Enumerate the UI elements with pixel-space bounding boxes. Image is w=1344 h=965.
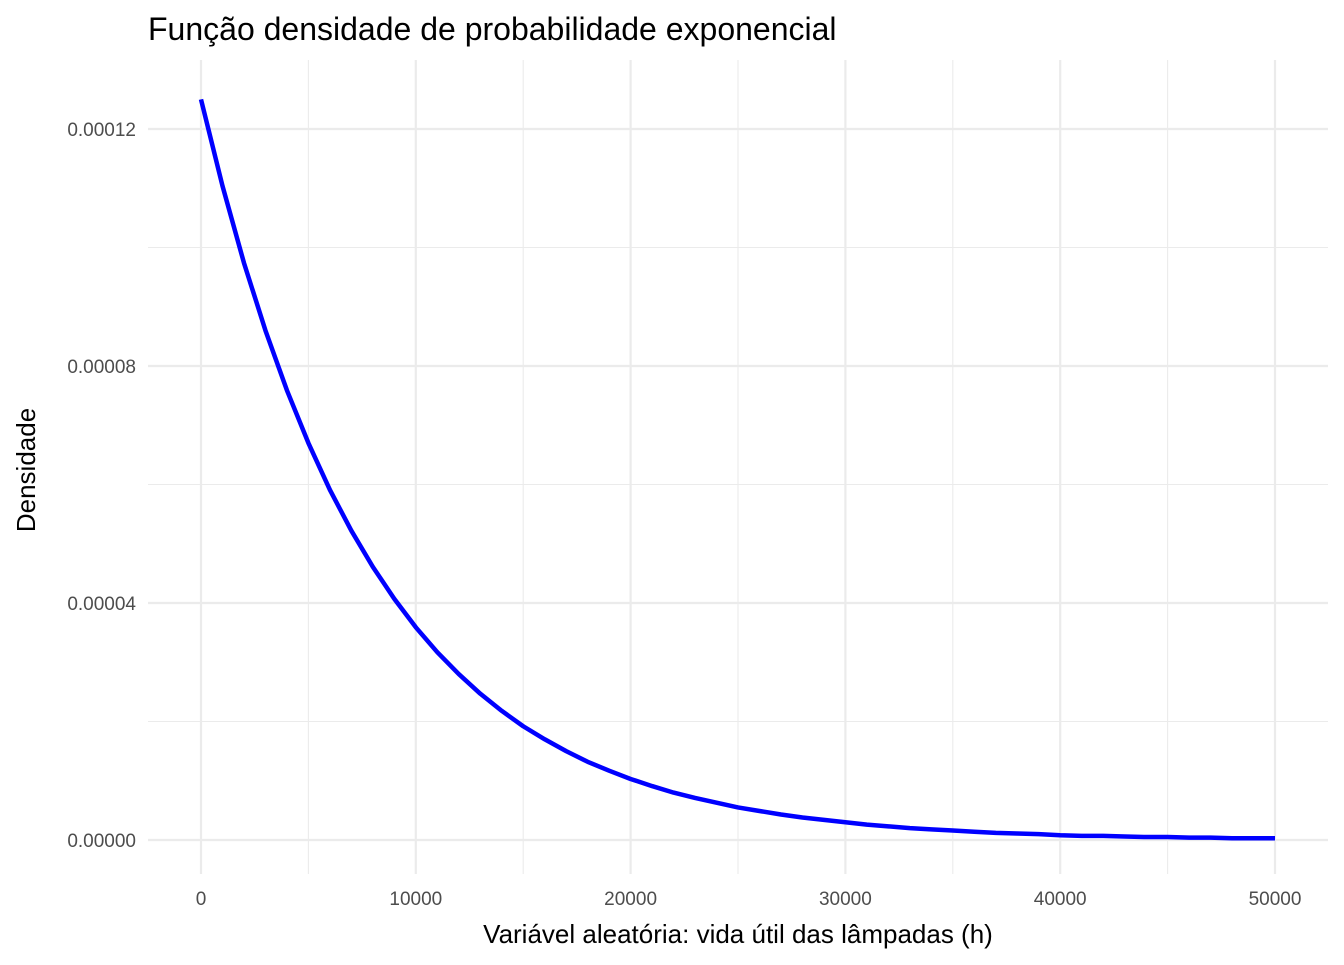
x-tick-label: 0 — [196, 889, 207, 910]
x-tick-label: 40000 — [1034, 889, 1087, 910]
major-gridlines — [148, 60, 1328, 874]
x-tick-label: 30000 — [819, 889, 872, 910]
y-tick-label: 0.00012 — [67, 120, 136, 141]
x-axis-title: Variável aleatória: vida útil das lâmpad… — [483, 919, 993, 949]
minor-gridlines — [148, 60, 1328, 874]
series-line-density — [198, 98, 1275, 841]
x-tick-label: 10000 — [389, 889, 442, 910]
chart-title: Função densidade de probabilidade expone… — [148, 11, 837, 47]
x-axis-tick-labels: 0 10000 20000 30000 40000 50000 — [196, 889, 1302, 910]
y-axis-title: Densidade — [11, 408, 41, 532]
y-tick-label: 0.00008 — [67, 357, 136, 378]
x-tick-label: 50000 — [1249, 889, 1302, 910]
x-tick-label: 20000 — [604, 889, 657, 910]
y-tick-label: 0.00000 — [67, 831, 136, 852]
series-layer — [198, 98, 1275, 841]
y-axis-tick-labels: 0.00000 0.00004 0.00008 0.00012 — [67, 120, 136, 852]
y-tick-label: 0.00004 — [67, 594, 136, 615]
